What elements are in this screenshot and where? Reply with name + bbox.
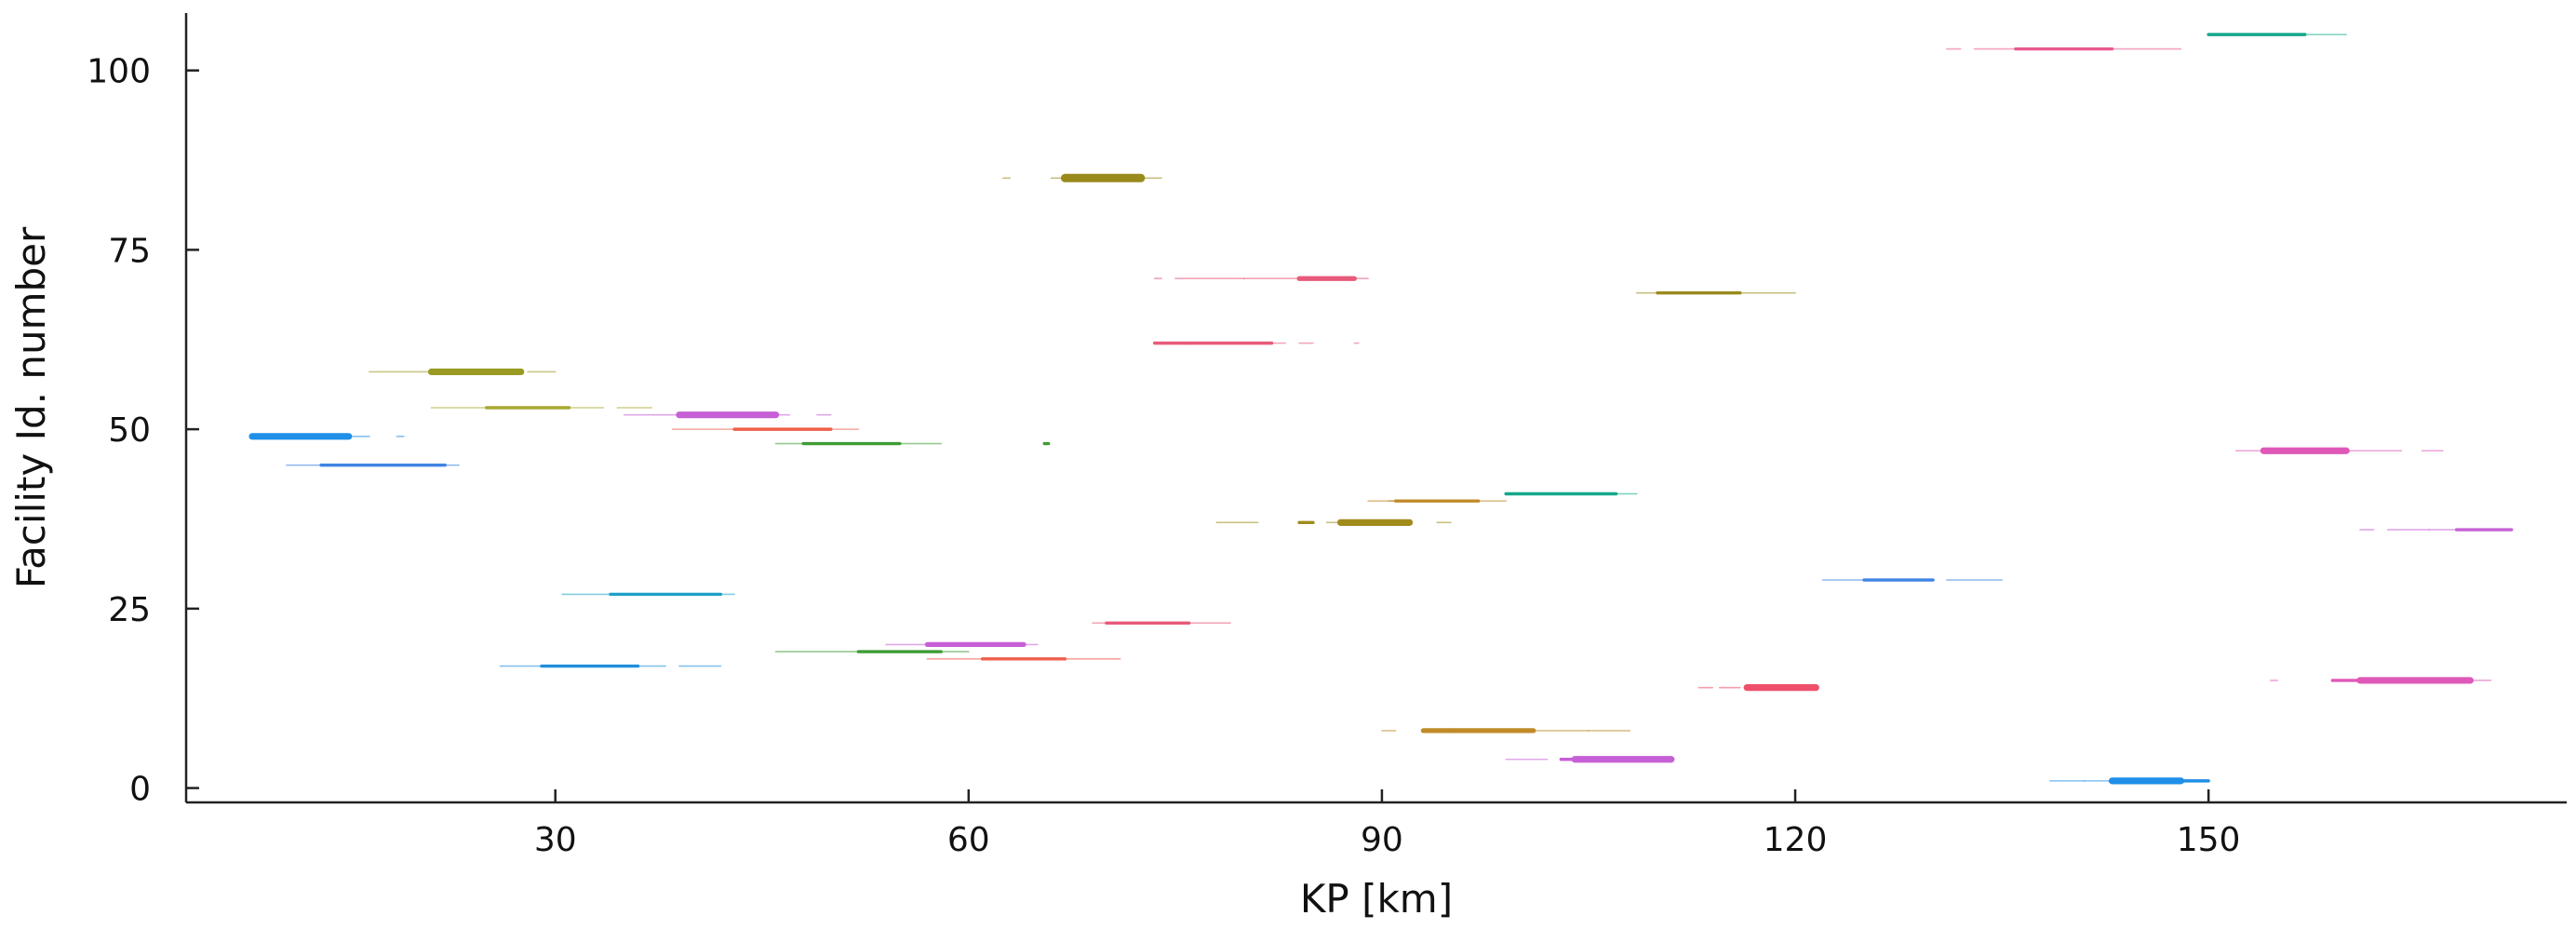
x-tick-label: 120 [1764, 821, 1828, 859]
x-tick-label: 60 [947, 821, 990, 859]
x-ticks: 30 60 90 120 150 [534, 789, 2241, 859]
plot-marks [248, 33, 2514, 785]
x-axis-label: KP [km] [1300, 876, 1453, 922]
y-axis-label: Facility Id. number [8, 226, 54, 588]
y-ticks: 0 25 50 75 100 [87, 53, 199, 809]
y-tick-label: 50 [108, 411, 151, 450]
x-tick-label: 90 [1361, 821, 1403, 859]
y-tick-label: 75 [108, 232, 151, 270]
x-tick-label: 150 [2177, 821, 2241, 859]
y-tick-label: 0 [129, 771, 151, 809]
x-tick-label: 30 [534, 821, 577, 859]
y-tick-label: 100 [87, 53, 151, 91]
y-tick-label: 25 [108, 591, 151, 629]
axes [184, 13, 2567, 804]
